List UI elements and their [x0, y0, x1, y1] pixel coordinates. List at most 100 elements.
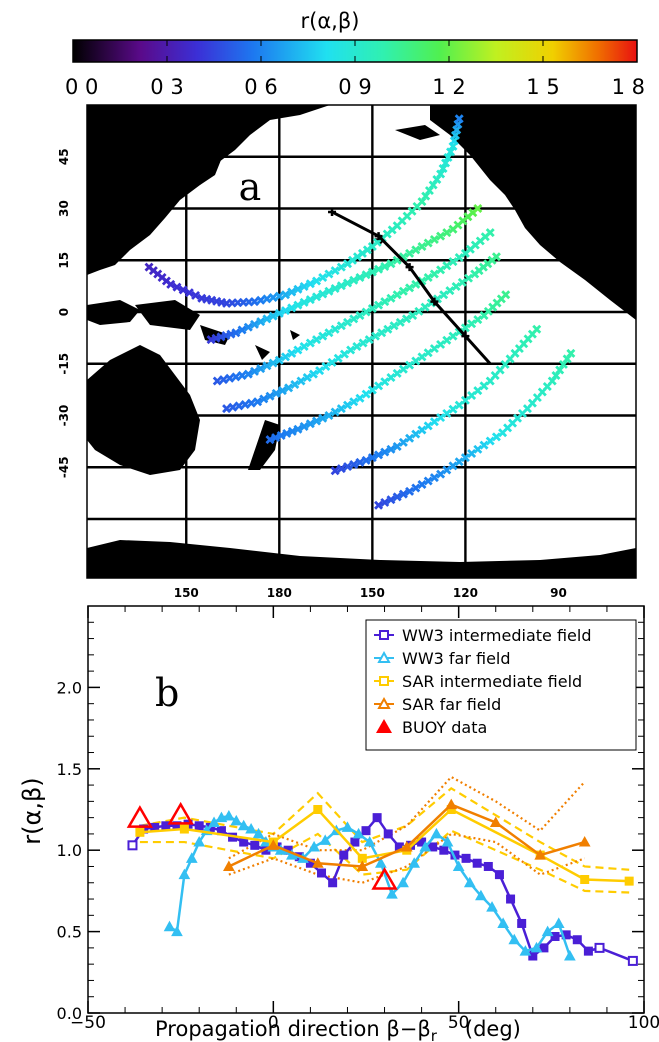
- data-point: [461, 853, 471, 863]
- arc-point: [305, 338, 315, 348]
- arc-point: [417, 352, 427, 362]
- arc-point: [262, 294, 272, 304]
- arc-point: [330, 324, 340, 334]
- arc-point: [281, 290, 290, 300]
- arc-point: [312, 335, 322, 345]
- arc-point: [374, 500, 384, 510]
- arc-point: [287, 287, 297, 297]
- axis-ticks: 0.0 0.5 1.0 1.5 2.0 −50 0 50 100: [57, 606, 659, 1033]
- data-point: [550, 931, 560, 941]
- arc-point: [318, 289, 328, 299]
- latitude-tick-label: -15: [57, 353, 71, 375]
- arc-point: [293, 300, 303, 310]
- data-point: [311, 857, 324, 868]
- arc-point: [448, 404, 458, 414]
- arc-point: [398, 489, 408, 499]
- arc-point: [405, 486, 415, 496]
- arc-point: [287, 426, 297, 436]
- arc-point: [464, 273, 473, 283]
- arc-point: [380, 297, 390, 307]
- data-point: [193, 836, 206, 847]
- data-point: [541, 925, 554, 937]
- arc-point: [367, 267, 377, 277]
- arc-point: [343, 317, 353, 327]
- data-point: [517, 918, 527, 928]
- data-point: [627, 955, 638, 966]
- map-frame: [86, 104, 637, 579]
- data-point: [519, 945, 532, 956]
- longitude-tick-label: 150: [360, 586, 385, 600]
- y-tick-label: 1.5: [57, 760, 82, 779]
- arc-point: [491, 432, 501, 442]
- colorbar-tick-label: 1 5: [526, 75, 559, 99]
- arc-point: [473, 315, 483, 325]
- arc-point: [377, 328, 387, 338]
- arc-point: [228, 402, 238, 412]
- arc-point: [299, 342, 309, 351]
- arc-point: [178, 285, 188, 295]
- arc-point: [442, 261, 452, 271]
- arc-point: [436, 231, 446, 241]
- data-point: [167, 801, 194, 825]
- arc-point: [436, 413, 446, 423]
- legend-marker: [379, 676, 389, 686]
- arc-point: [256, 317, 266, 327]
- dashed-bounds: [139, 775, 630, 894]
- colorbar-tick-label: 1 8: [612, 75, 645, 99]
- arc-point: [330, 466, 340, 476]
- arc-point: [392, 368, 402, 378]
- data-point: [419, 840, 432, 852]
- data-point: [472, 858, 482, 868]
- legend-marker: [379, 630, 389, 640]
- arc-point: [324, 328, 334, 338]
- arc-point: [364, 335, 374, 345]
- data-point: [463, 876, 476, 888]
- arc-point: [293, 424, 303, 434]
- arc-point: [485, 228, 495, 238]
- arc-point: [312, 416, 322, 426]
- arc-point: [429, 235, 439, 245]
- data-point: [534, 849, 547, 860]
- series-line: [139, 807, 630, 883]
- arc-point: [305, 419, 315, 429]
- data-point: [564, 949, 576, 961]
- arc-point: [383, 324, 393, 334]
- data-point: [126, 805, 154, 828]
- data-point: [578, 836, 591, 847]
- arc-point: [302, 373, 312, 383]
- arc-point: [436, 265, 446, 275]
- arc-point: [352, 342, 362, 351]
- arc-point: [448, 257, 458, 267]
- arc-point: [374, 300, 384, 310]
- arc-point: [315, 366, 325, 376]
- data-point: [624, 876, 634, 886]
- arc-point: [293, 284, 303, 294]
- data-point: [319, 834, 332, 845]
- bound-line: [139, 786, 630, 871]
- data-point: [163, 920, 176, 932]
- arc-point: [386, 373, 396, 383]
- arc-point: [290, 379, 300, 389]
- latitude-tick-label: -30: [57, 405, 71, 427]
- arc-point: [367, 385, 377, 395]
- arc-point: [349, 397, 359, 407]
- y-tick-label: 2.0: [57, 678, 82, 697]
- colorbar-tick-label: 1 2: [432, 75, 465, 99]
- data-point: [483, 861, 493, 871]
- data-point: [127, 840, 138, 851]
- arc-point: [318, 331, 328, 341]
- arc-point: [343, 462, 353, 472]
- arc-point: [327, 357, 337, 367]
- arc-point: [448, 331, 458, 341]
- arc-point: [318, 413, 328, 423]
- arc-point: [491, 252, 501, 262]
- arc-point: [259, 394, 269, 404]
- latitude-tick-label: -45: [57, 456, 71, 478]
- arc-point: [184, 288, 194, 298]
- data-point: [350, 837, 360, 847]
- arc-point: [367, 304, 377, 314]
- data-point: [179, 824, 189, 834]
- arc-point: [274, 355, 284, 365]
- map-arcs: [144, 114, 576, 510]
- arc-point: [429, 473, 439, 483]
